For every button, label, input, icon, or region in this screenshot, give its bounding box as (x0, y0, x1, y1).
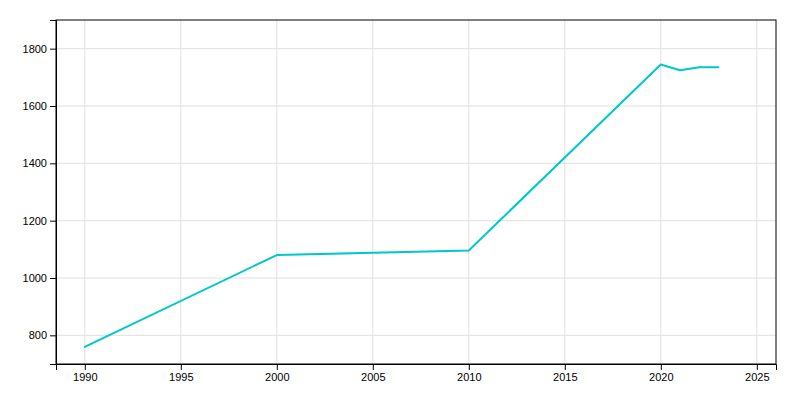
x-tick-mark (757, 364, 758, 370)
y-tick-label: 1200 (23, 215, 47, 227)
chart-svg: 1990 1995 2000 2005 2010 2015 2020 2025 800 1000 1… (0, 0, 800, 400)
y-tick: 1600 (23, 100, 56, 112)
x-tick-label: 1990 (73, 371, 97, 383)
plot-frame (56, 20, 776, 364)
x-tick-mark (373, 364, 374, 370)
y-tick-label: 1400 (23, 157, 47, 169)
grid-line-x (468, 20, 469, 364)
y-tick: 1000 (23, 272, 56, 284)
grid-line-x (660, 20, 661, 364)
x-tick-mark (85, 364, 86, 370)
x-tick: 1990 (73, 364, 97, 383)
x-tick-label: 2025 (745, 371, 769, 383)
y-tick-label: 1600 (23, 100, 47, 112)
x-tick-label: 2010 (457, 371, 481, 383)
y-tick-mark (50, 163, 56, 164)
x-tick: 2020 (649, 364, 673, 383)
y-tick-label: 1000 (23, 272, 47, 284)
grid-line-x (564, 20, 565, 364)
grid (56, 20, 776, 364)
x-axis: 1990 1995 2000 2005 2010 2015 2020 2025 (57, 364, 777, 383)
y-tick-label: 800 (29, 329, 47, 341)
y-tick: 1200 (23, 215, 56, 227)
x-tick: 2010 (457, 364, 481, 383)
x-tick-mark (469, 364, 470, 370)
x-tick-label: 2005 (361, 371, 385, 383)
y-tick: 800 (29, 329, 56, 341)
grid-line-x (84, 20, 85, 364)
x-tick: 2000 (265, 364, 289, 383)
y-tick-mark (50, 221, 56, 222)
x-tick: 2015 (553, 364, 577, 383)
y-tick-mark (50, 278, 56, 279)
chart-container: 1990 1995 2000 2005 2010 2015 2020 2025 800 1000 1… (0, 0, 800, 400)
x-tick-label: 2020 (649, 371, 673, 383)
x-tick-label: 1995 (169, 371, 193, 383)
grid-line-y (56, 335, 776, 336)
x-axis-line (57, 365, 777, 371)
plot-area: 1990 1995 2000 2005 2010 2015 2020 2025 800 1000 1… (23, 20, 777, 383)
x-tick: 2005 (361, 364, 385, 383)
x-tick-mark (661, 364, 662, 370)
grid-line-y (56, 106, 776, 107)
x-tick: 2025 (745, 364, 769, 383)
y-tick: 1800 (23, 43, 56, 55)
marks (85, 64, 719, 346)
grid-line-y (56, 163, 776, 164)
x-tick-mark (277, 364, 278, 370)
grid-line-y (56, 278, 776, 279)
y-tick-mark (50, 106, 56, 107)
y-axis-line (50, 21, 57, 365)
grid-line-y (56, 220, 776, 221)
y-tick-mark (50, 335, 56, 336)
y-axis: 800 1000 1200 1400 1600 1800 (23, 21, 57, 365)
x-tick-label: 2015 (553, 371, 577, 383)
grid-line-x (372, 20, 373, 364)
x-tick-label: 2000 (265, 371, 289, 383)
y-tick: 1400 (23, 157, 56, 169)
grid-line-x (756, 20, 757, 364)
grid-line-y (56, 48, 776, 49)
data-line (85, 64, 719, 346)
y-tick-label: 1800 (23, 43, 47, 55)
x-tick: 1995 (169, 364, 193, 383)
x-tick-mark (565, 364, 566, 370)
grid-line-x (180, 20, 181, 364)
x-tick-mark (181, 364, 182, 370)
grid-line-x (276, 20, 277, 364)
y-tick-mark (50, 49, 56, 50)
